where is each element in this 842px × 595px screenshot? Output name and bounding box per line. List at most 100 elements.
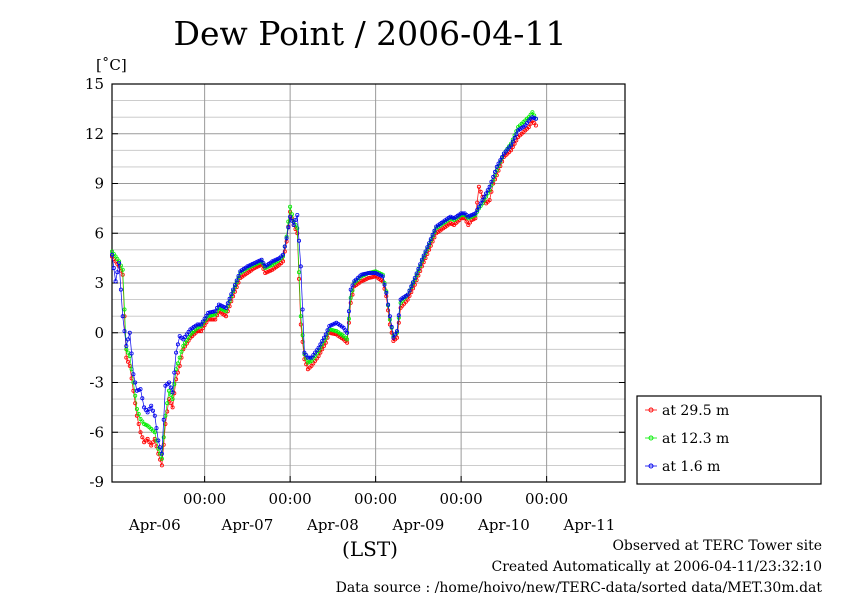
series-line: [111, 116, 537, 454]
data-point: [174, 377, 179, 382]
data-point: [405, 297, 410, 302]
data-point: [386, 302, 391, 307]
data-point: [291, 222, 296, 227]
data-point: [124, 355, 129, 360]
data-point: [288, 214, 293, 219]
y-tick-label: 3: [94, 274, 104, 292]
data-point: [475, 207, 480, 212]
legend-label: at 29.5 m: [662, 403, 729, 419]
footer-created: Created Automatically at 2006-04-11/23:3…: [491, 559, 822, 575]
data-point: [199, 322, 204, 327]
data-point: [316, 345, 321, 350]
data-point: [174, 350, 179, 355]
series-line: [111, 119, 537, 466]
data-point: [296, 238, 301, 243]
data-point: [416, 266, 421, 271]
data-point: [206, 310, 211, 315]
data-point: [182, 334, 187, 339]
data-point: [368, 275, 373, 280]
data-point: [133, 401, 138, 406]
data-point: [138, 430, 143, 435]
data-point: [384, 290, 389, 295]
data-point: [150, 440, 155, 445]
data-point: [166, 388, 171, 393]
data-point: [181, 343, 186, 348]
data-point: [464, 219, 469, 224]
data-point: [170, 397, 175, 402]
data-point: [412, 275, 417, 280]
data-point: [498, 158, 503, 163]
data-point: [152, 430, 157, 435]
data-point: [227, 296, 232, 301]
data-point: [211, 309, 216, 314]
legend-marker: [648, 463, 654, 469]
data-point: [159, 463, 164, 468]
data-point: [136, 411, 141, 416]
data-point: [396, 320, 401, 325]
data-point: [302, 350, 307, 355]
y-tick-label: 6: [94, 224, 104, 242]
data-point: [120, 267, 125, 272]
y-tick-label: -3: [89, 374, 104, 392]
data-point: [131, 372, 136, 377]
data-point: [232, 283, 237, 288]
data-point: [487, 198, 492, 203]
date-label: Apr-07: [220, 516, 273, 534]
data-series: [110, 110, 538, 468]
data-point: [186, 329, 191, 334]
data-point: [346, 316, 351, 321]
data-point: [533, 123, 538, 128]
data-point: [528, 121, 533, 126]
data-point: [496, 161, 501, 166]
data-point: [140, 435, 145, 440]
data-point: [348, 287, 353, 292]
series-line: [111, 111, 537, 459]
x-tick-label: 00:00: [440, 490, 483, 508]
data-point: [530, 110, 535, 115]
data-point: [391, 335, 396, 340]
data-point: [288, 209, 293, 214]
data-point: [138, 387, 143, 392]
data-point: [364, 271, 369, 276]
data-point: [197, 322, 202, 327]
data-point: [115, 270, 120, 275]
data-point: [487, 184, 492, 189]
data-point: [491, 174, 496, 179]
y-tick-label: -6: [89, 423, 104, 441]
legend-label: at 12.3 m: [662, 431, 729, 447]
data-point: [145, 436, 150, 441]
data-point: [298, 264, 303, 269]
data-point: [314, 348, 319, 353]
data-point: [147, 406, 152, 411]
data-point: [129, 376, 134, 381]
data-point: [197, 329, 202, 334]
y-tick-label: -9: [89, 473, 104, 491]
data-point: [309, 355, 314, 360]
data-point: [200, 319, 205, 324]
data-point: [149, 403, 154, 408]
data-point: [421, 253, 426, 258]
data-point: [409, 284, 414, 289]
data-point: [126, 350, 131, 355]
data-point: [489, 179, 494, 184]
data-point: [170, 390, 175, 395]
data-point: [389, 324, 394, 329]
data-point: [150, 408, 155, 413]
data-point: [207, 310, 212, 315]
date-label: Apr-08: [306, 516, 359, 534]
data-point: [508, 148, 513, 153]
data-point: [136, 421, 141, 426]
y-tick-label: 9: [94, 175, 104, 193]
x-tick-label: 00:00: [525, 490, 568, 508]
date-label: Apr-11: [562, 516, 615, 534]
data-point: [371, 270, 376, 275]
data-point: [382, 282, 387, 287]
x-tick-label: 00:00: [183, 490, 226, 508]
data-point: [288, 204, 293, 209]
data-point: [320, 338, 325, 343]
data-point: [475, 200, 480, 205]
data-point: [182, 341, 187, 346]
data-point: [120, 314, 125, 319]
data-point: [414, 271, 419, 276]
data-point: [149, 443, 154, 448]
